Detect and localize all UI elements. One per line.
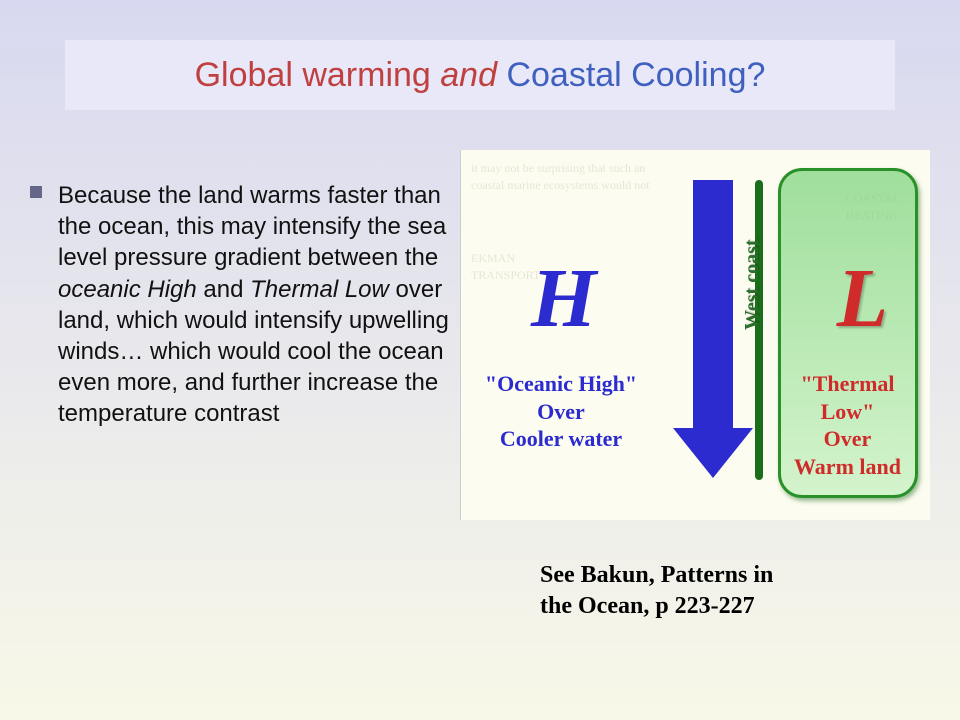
title-bar: Global warming and Coastal Cooling? [65,40,895,110]
high-caption-quote: "Oceanic High" [485,371,637,396]
wind-arrow-head [673,428,753,478]
title-italic: and [440,56,497,94]
high-pressure-letter: H [531,250,596,347]
wind-arrow-shaft [693,180,733,430]
slide-title: Global warming and Coastal Cooling? [195,56,766,95]
bullet-block: Because the land warms faster than the o… [30,180,450,430]
title-suffix: Coastal Cooling? [497,56,765,94]
coast-line [755,180,763,480]
coast-label: West coast [741,239,764,330]
pressure-diagram: it may not be surprising that such ancoa… [460,150,930,520]
low-caption: "Thermal Low" Over Warm land [775,370,920,480]
low-caption-quote: "Thermal Low" [800,371,894,424]
bullet-text: Because the land warms faster than the o… [58,180,450,430]
high-caption-over: Over [537,399,585,424]
faint-ekman-label: EKMANTRANSPORT [471,250,540,284]
bullet-pre: Because the land warms faster than the o… [58,182,446,271]
bullet-term1: oceanic High [58,276,197,303]
citation-line2: the Ocean, p 223-227 [540,593,755,619]
high-caption-where: Cooler water [500,426,622,451]
low-pressure-letter: L [837,250,888,347]
low-caption-where: Warm land [794,454,901,479]
bullet-marker [30,186,42,198]
low-caption-over: Over [824,426,872,451]
citation-line1: See Bakun, Patterns in [540,562,773,588]
citation: See Bakun, Patterns in the Ocean, p 223-… [540,560,900,622]
title-prefix: Global warming [195,56,441,94]
bullet-term2: Thermal Low [250,276,389,303]
high-caption: "Oceanic High" Over Cooler water [471,370,651,453]
bullet-mid: and [197,276,250,303]
